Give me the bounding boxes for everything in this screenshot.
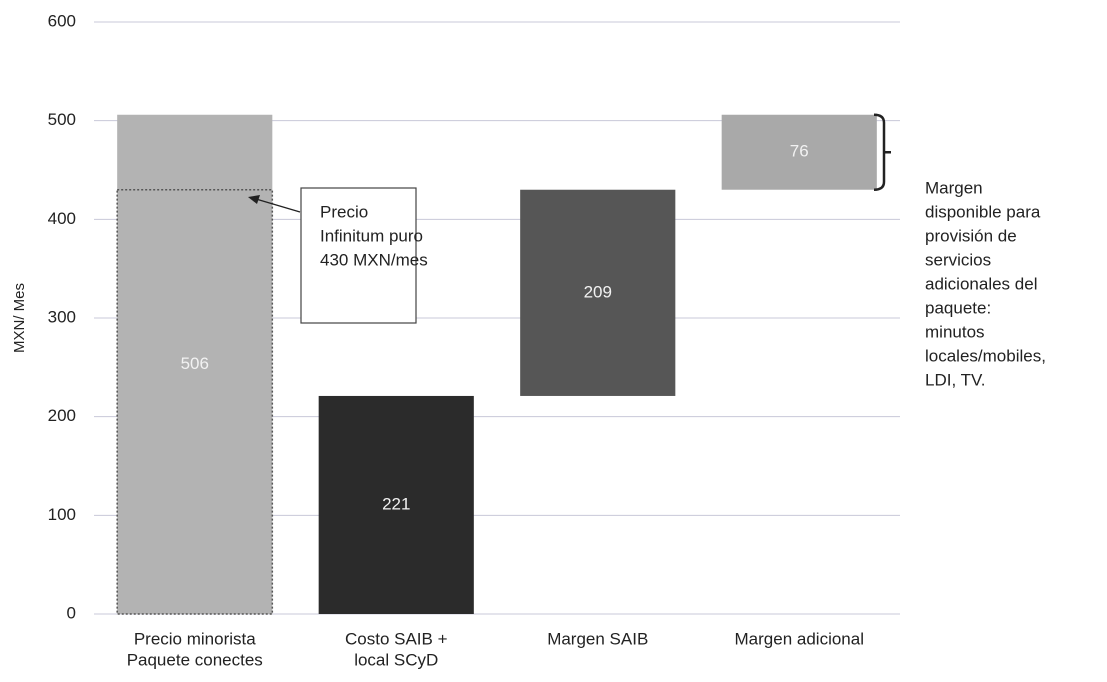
side-annotation: servicios bbox=[925, 250, 991, 269]
side-annotation: adicionales del bbox=[925, 274, 1037, 293]
side-annotation: Margen bbox=[925, 178, 983, 197]
y-tick-label: 400 bbox=[48, 209, 76, 228]
value-label: 76 bbox=[790, 142, 809, 161]
annotation-text: Precio bbox=[320, 202, 368, 221]
side-annotation: locales/mobiles, bbox=[925, 346, 1046, 365]
value-label: 209 bbox=[584, 282, 612, 301]
side-annotation: provisión de bbox=[925, 226, 1017, 245]
x-tick-label: local SCyD bbox=[354, 650, 438, 669]
side-annotation: disponible para bbox=[925, 202, 1041, 221]
y-tick-label: 200 bbox=[48, 406, 76, 425]
side-annotation: LDI, TV. bbox=[925, 370, 985, 389]
bracket bbox=[873, 113, 891, 191]
side-annotation: minutos bbox=[925, 322, 985, 341]
value-label: 506 bbox=[181, 354, 209, 373]
annotation-arrow bbox=[255, 198, 301, 213]
reference-box bbox=[116, 188, 274, 615]
value-label: 221 bbox=[382, 494, 410, 513]
y-tick-label: 600 bbox=[48, 11, 76, 30]
x-tick-label: Paquete conectes bbox=[127, 650, 263, 669]
annotation-box bbox=[300, 187, 417, 324]
side-annotation: paquete: bbox=[925, 298, 991, 317]
bar bbox=[721, 114, 877, 190]
y-tick-label: 500 bbox=[48, 110, 76, 129]
y-tick-label: 100 bbox=[48, 505, 76, 524]
annotation-text: Infinitum puro bbox=[320, 226, 423, 245]
bar bbox=[520, 189, 676, 396]
y-tick-label: 0 bbox=[67, 603, 76, 622]
bar bbox=[117, 114, 273, 614]
x-tick-label: Margen adicional bbox=[735, 629, 864, 648]
y-tick-label: 300 bbox=[48, 307, 76, 326]
x-tick-label: Precio minorista bbox=[134, 629, 256, 648]
y-axis-label: MXN/ Mes bbox=[11, 283, 28, 353]
arrow-head bbox=[248, 195, 260, 204]
x-tick-label: Margen SAIB bbox=[547, 629, 648, 648]
annotation-text: 430 MXN/mes bbox=[320, 250, 428, 269]
bar bbox=[318, 395, 474, 614]
x-tick-label: Costo SAIB + bbox=[345, 629, 448, 648]
